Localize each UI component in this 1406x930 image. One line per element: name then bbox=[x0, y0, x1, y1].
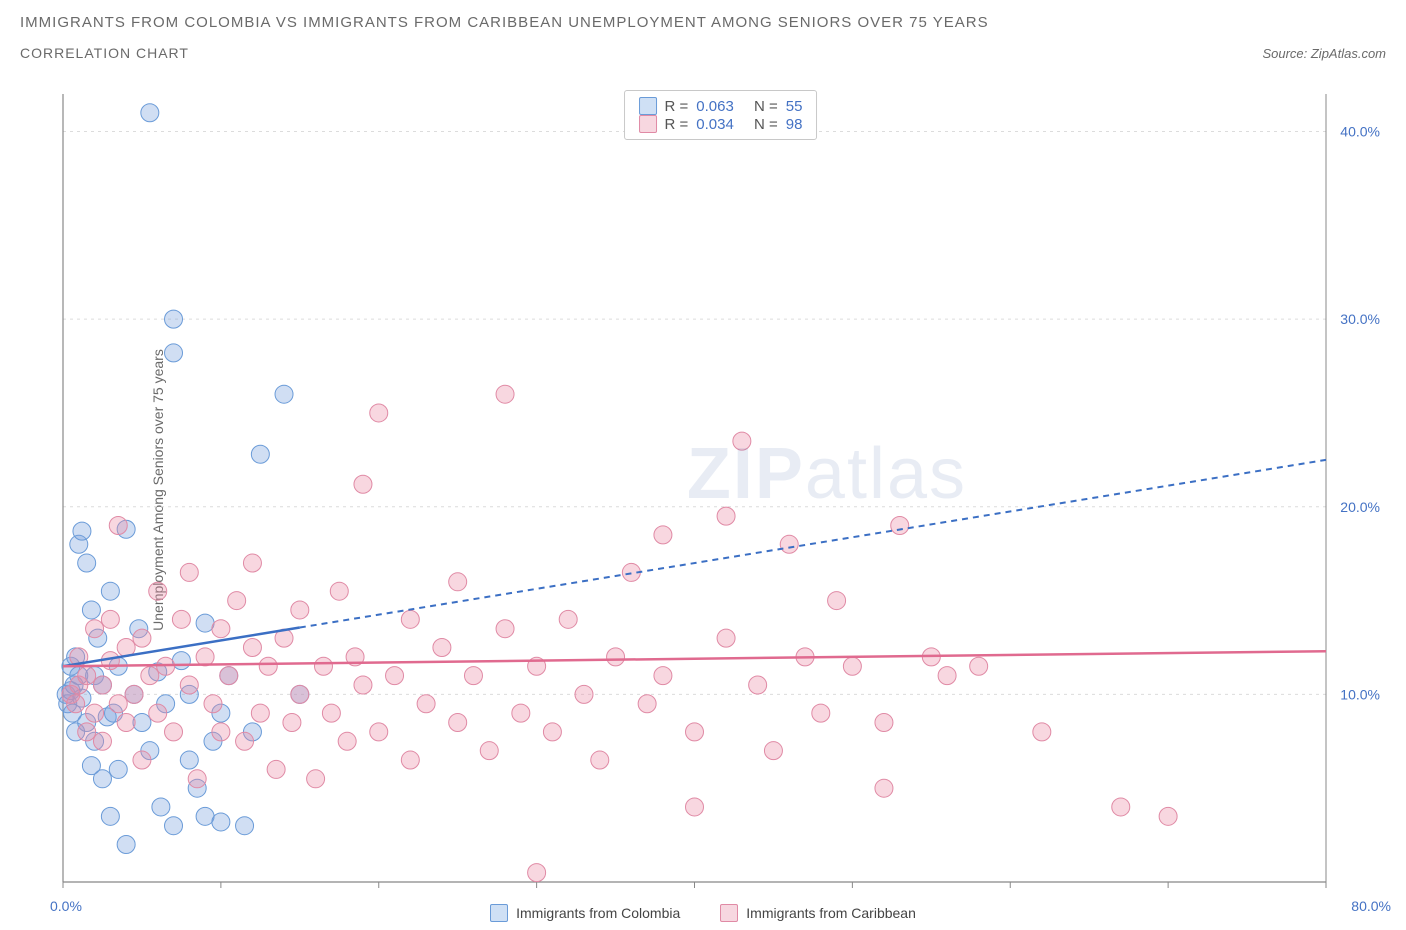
svg-text:30.0%: 30.0% bbox=[1340, 311, 1380, 327]
source-credit: Source: ZipAtlas.com bbox=[1262, 46, 1386, 61]
subtitle-row: CORRELATION CHART Source: ZipAtlas.com bbox=[0, 35, 1406, 65]
legend-label-2: Immigrants from Caribbean bbox=[746, 905, 916, 921]
title-row: IMMIGRANTS FROM COLOMBIA VS IMMIGRANTS F… bbox=[0, 0, 1406, 35]
top-legend-swatch-1 bbox=[639, 97, 657, 115]
chart-subtitle: CORRELATION CHART bbox=[20, 45, 189, 61]
top-legend-n-label: N = bbox=[754, 98, 778, 115]
svg-text:20.0%: 20.0% bbox=[1340, 499, 1380, 515]
top-legend-n-1: 55 bbox=[786, 98, 803, 115]
top-legend-n-label2: N = bbox=[754, 116, 778, 133]
top-legend-swatch-2 bbox=[639, 115, 657, 133]
top-legend-n-2: 98 bbox=[786, 116, 803, 133]
top-legend-r-1: 0.063 bbox=[696, 98, 734, 115]
legend-item-1: Immigrants from Colombia bbox=[490, 904, 680, 922]
legend-swatch-2 bbox=[720, 904, 738, 922]
svg-text:40.0%: 40.0% bbox=[1340, 124, 1380, 140]
legend-swatch-1 bbox=[490, 904, 508, 922]
plot-wrap: Unemployment Among Seniors over 75 years… bbox=[55, 90, 1386, 890]
svg-text:10.0%: 10.0% bbox=[1340, 686, 1380, 702]
top-legend-row-1: R = 0.063 N = 55 bbox=[639, 97, 803, 115]
top-legend-r-2: 0.034 bbox=[696, 116, 734, 133]
top-legend-r-label: R = bbox=[665, 98, 689, 115]
chart-svg: 10.0% 20.0% 30.0% 40.0% bbox=[55, 90, 1386, 890]
top-legend-r-label2: R = bbox=[665, 116, 689, 133]
top-legend-row-2: R = 0.034 N = 98 bbox=[639, 115, 803, 133]
top-legend: R = 0.063 N = 55 R = 0.034 N = 98 bbox=[624, 90, 818, 140]
chart-title: IMMIGRANTS FROM COLOMBIA VS IMMIGRANTS F… bbox=[20, 14, 989, 31]
legend-label-1: Immigrants from Colombia bbox=[516, 905, 680, 921]
legend-item-2: Immigrants from Caribbean bbox=[720, 904, 916, 922]
bottom-legend: Immigrants from Colombia Immigrants from… bbox=[0, 904, 1406, 922]
